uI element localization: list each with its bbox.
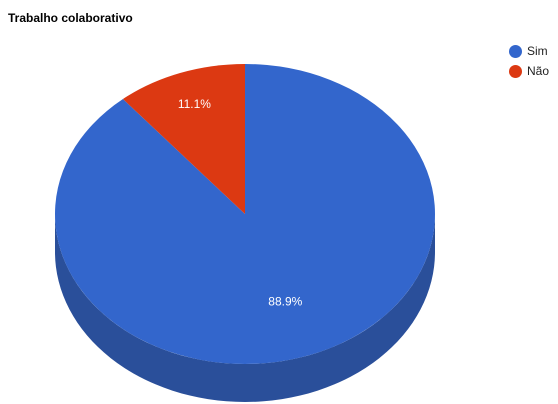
legend-swatch-sim: [509, 44, 522, 58]
pie-side-sim: [55, 214, 435, 402]
legend-swatch-nao: [509, 64, 522, 78]
legend-item-sim[interactable]: Sim: [509, 44, 549, 58]
slice-label-nao: 11.1%: [178, 97, 211, 111]
slice-label-sim: 88.9%: [268, 294, 302, 308]
legend-label-sim: Sim: [527, 44, 548, 58]
chart-title: Trabalho colaborativo: [8, 11, 133, 25]
pie-slice-sim[interactable]: [55, 64, 435, 365]
chart-legend: Sim Não: [509, 44, 549, 84]
legend-item-nao[interactable]: Não: [509, 64, 549, 78]
pie-slice-nao[interactable]: [122, 64, 245, 214]
legend-label-nao: Não: [527, 64, 550, 78]
